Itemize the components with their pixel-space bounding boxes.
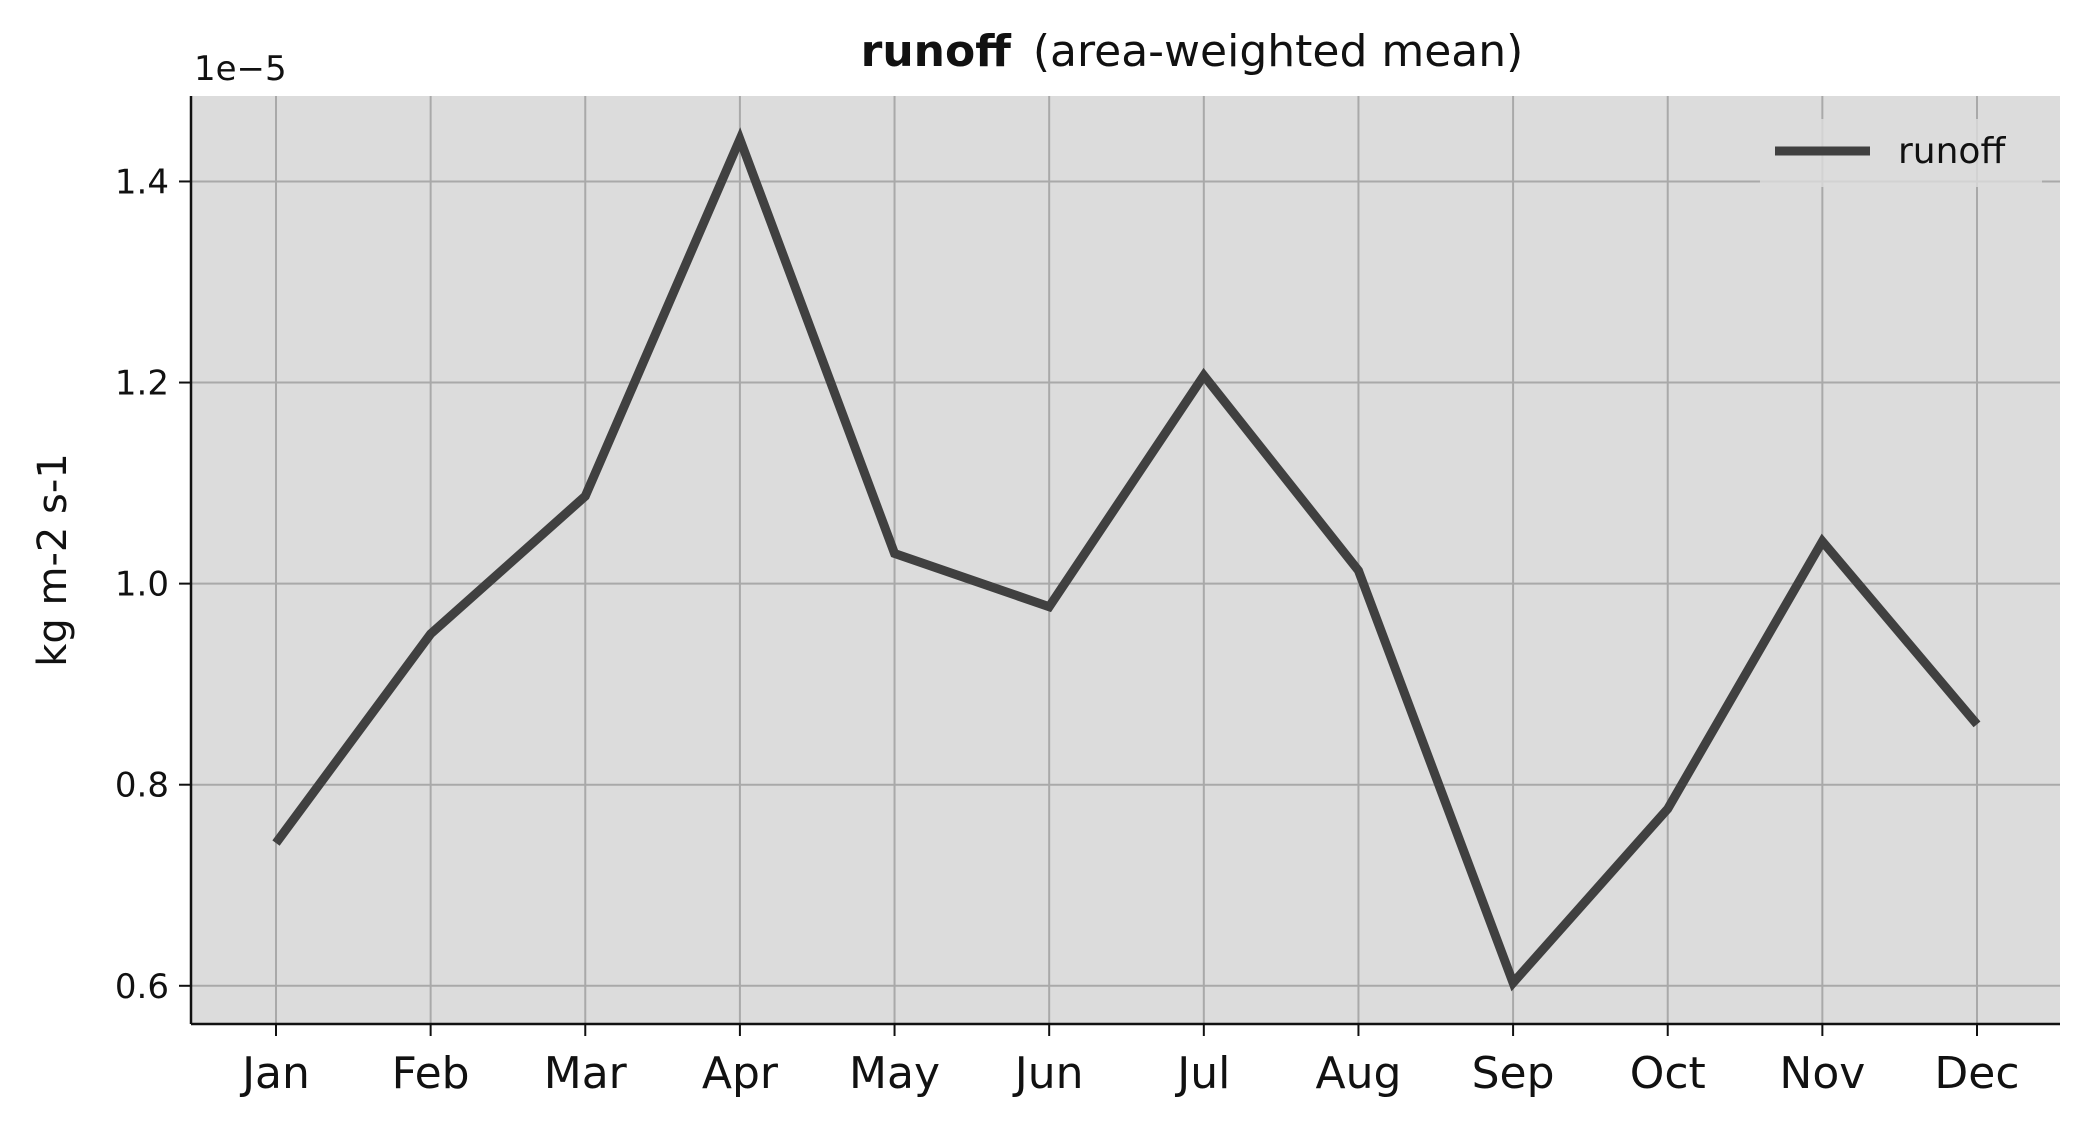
x-tick-label: Jan bbox=[239, 1048, 310, 1099]
series-group bbox=[272, 127, 1981, 992]
y-tick-label: 0.6 bbox=[115, 967, 169, 1007]
x-tick-label: Aug bbox=[1315, 1048, 1401, 1099]
x-tick-label: Apr bbox=[702, 1048, 779, 1099]
x-tick-label: Nov bbox=[1779, 1048, 1865, 1099]
y-axis-label: kg m-2 s-1 bbox=[30, 453, 76, 667]
x-tick-label: Jun bbox=[1012, 1048, 1084, 1099]
y-tick-label: 1.2 bbox=[115, 364, 169, 404]
grid-lines bbox=[191, 96, 2060, 1024]
y-tick-label: 0.8 bbox=[115, 766, 169, 806]
chart-title: runoff (area-weighted mean) bbox=[861, 26, 1524, 77]
x-tick-label: Dec bbox=[1934, 1048, 2019, 1099]
x-tick-label: Jul bbox=[1174, 1048, 1230, 1099]
x-tick-label: Sep bbox=[1472, 1048, 1555, 1099]
x-tick-label: May bbox=[849, 1048, 940, 1099]
series-line-runoff bbox=[272, 127, 1981, 992]
x-tick-label: Feb bbox=[392, 1048, 470, 1099]
y-axis-ticks: 0.6 0.8 1.0 1.2 1.4 bbox=[115, 162, 191, 1007]
x-axis-ticks: Jan Feb Mar Apr May Jun Jul Aug Sep Oct Nov Dec bbox=[239, 1024, 2020, 1099]
y-tick-label: 1.4 bbox=[115, 162, 169, 202]
axes bbox=[189, 96, 2060, 1026]
x-tick-label: Mar bbox=[544, 1048, 628, 1099]
chart-subtitle: (area-weighted mean) bbox=[1033, 26, 1523, 77]
legend: runoff bbox=[1760, 119, 2042, 187]
legend-label: runoff bbox=[1898, 131, 2006, 172]
y-axis-offset-label: 1e−5 bbox=[194, 49, 287, 89]
y-tick-label: 1.0 bbox=[115, 565, 169, 605]
x-tick-label: Oct bbox=[1630, 1048, 1706, 1099]
plot-area bbox=[191, 96, 2060, 1024]
chart-title-main: runoff bbox=[861, 26, 1013, 77]
